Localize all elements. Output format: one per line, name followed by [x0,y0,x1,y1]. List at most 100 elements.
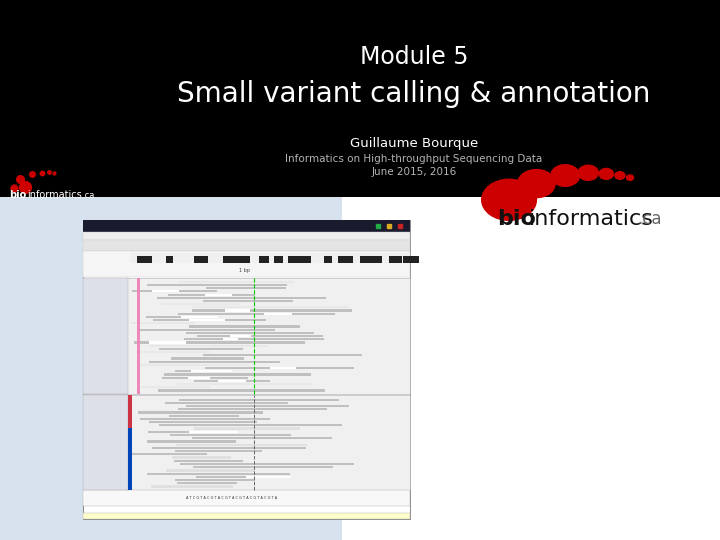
Bar [191,370,233,373]
Bar [148,441,236,443]
Bar [302,256,312,263]
Bar [179,313,336,315]
Bar [137,256,153,263]
Bar [389,256,402,263]
Circle shape [578,165,598,180]
Text: bio: bio [497,208,536,229]
Bar [238,256,250,263]
Bar [189,319,225,321]
Bar [179,399,339,401]
Bar [175,370,231,373]
Bar [288,256,303,263]
Bar [146,316,206,318]
Circle shape [518,170,555,198]
Bar [147,472,290,475]
Bar [169,415,239,417]
Bar [138,364,249,366]
Bar [193,466,333,468]
Bar [153,319,266,321]
Text: Informatics on High-throughput Sequencing Data: Informatics on High-throughput Sequencin… [285,154,543,164]
Bar [271,367,295,369]
Circle shape [599,168,613,179]
Bar [189,431,238,433]
Bar [175,450,262,452]
Bar [140,418,270,420]
Bar [166,256,173,263]
Bar [179,281,294,283]
Bar [181,463,354,465]
Bar [152,291,179,293]
Bar [170,434,291,436]
Text: Small variant calling & annotation: Small variant calling & annotation [177,80,651,109]
Bar [205,294,232,296]
Bar [168,294,255,296]
Bar [403,256,419,263]
Bar [164,373,311,375]
Text: Guillaume Bourque: Guillaume Bourque [350,137,478,150]
Bar [149,341,186,343]
Circle shape [626,175,634,180]
Bar [194,428,300,430]
Circle shape [482,179,536,220]
Bar [223,256,238,263]
Bar [374,256,382,263]
Bar [157,296,326,299]
Bar [175,479,255,481]
Bar [342,197,720,540]
Bar [135,351,210,353]
Bar [83,513,410,519]
Bar [132,291,217,293]
Circle shape [551,165,580,186]
Bar [129,453,207,455]
Text: 1 bp: 1 bp [239,268,251,273]
Bar [158,389,325,392]
Bar [83,490,410,506]
Bar [193,306,348,308]
Bar [204,367,354,369]
Text: .ca: .ca [82,191,94,200]
Bar [83,278,128,394]
Bar [179,408,327,410]
Bar [83,220,410,232]
Bar [128,428,132,490]
Bar [159,424,342,427]
Bar [223,338,238,340]
Bar [147,284,287,286]
Bar [274,256,283,263]
Bar [0,0,720,197]
Bar [83,395,128,490]
Bar [151,485,233,488]
Bar [192,437,332,440]
Text: informatics: informatics [27,191,82,200]
Bar [83,232,410,240]
Bar [134,341,305,343]
Bar [194,256,209,263]
Bar [137,278,140,394]
Bar [149,421,257,423]
Bar [138,329,275,331]
Bar [206,287,287,289]
Text: .ca: .ca [637,210,662,228]
Bar [128,395,132,428]
Bar [161,303,239,305]
Bar [0,197,720,540]
Bar [324,256,332,263]
Text: informatics: informatics [529,208,654,229]
Bar [172,456,230,458]
Bar [360,256,377,263]
Bar [150,345,267,347]
Bar [338,256,353,263]
Bar [152,447,306,449]
Bar [83,395,410,490]
Bar [177,482,237,484]
Bar [225,309,250,312]
Bar [163,376,248,379]
Bar [197,335,323,337]
Bar [264,313,292,315]
Bar [246,476,291,478]
Bar [130,322,194,325]
Bar [176,383,312,385]
Bar [159,348,243,350]
Bar [186,332,315,334]
Bar [83,240,410,251]
